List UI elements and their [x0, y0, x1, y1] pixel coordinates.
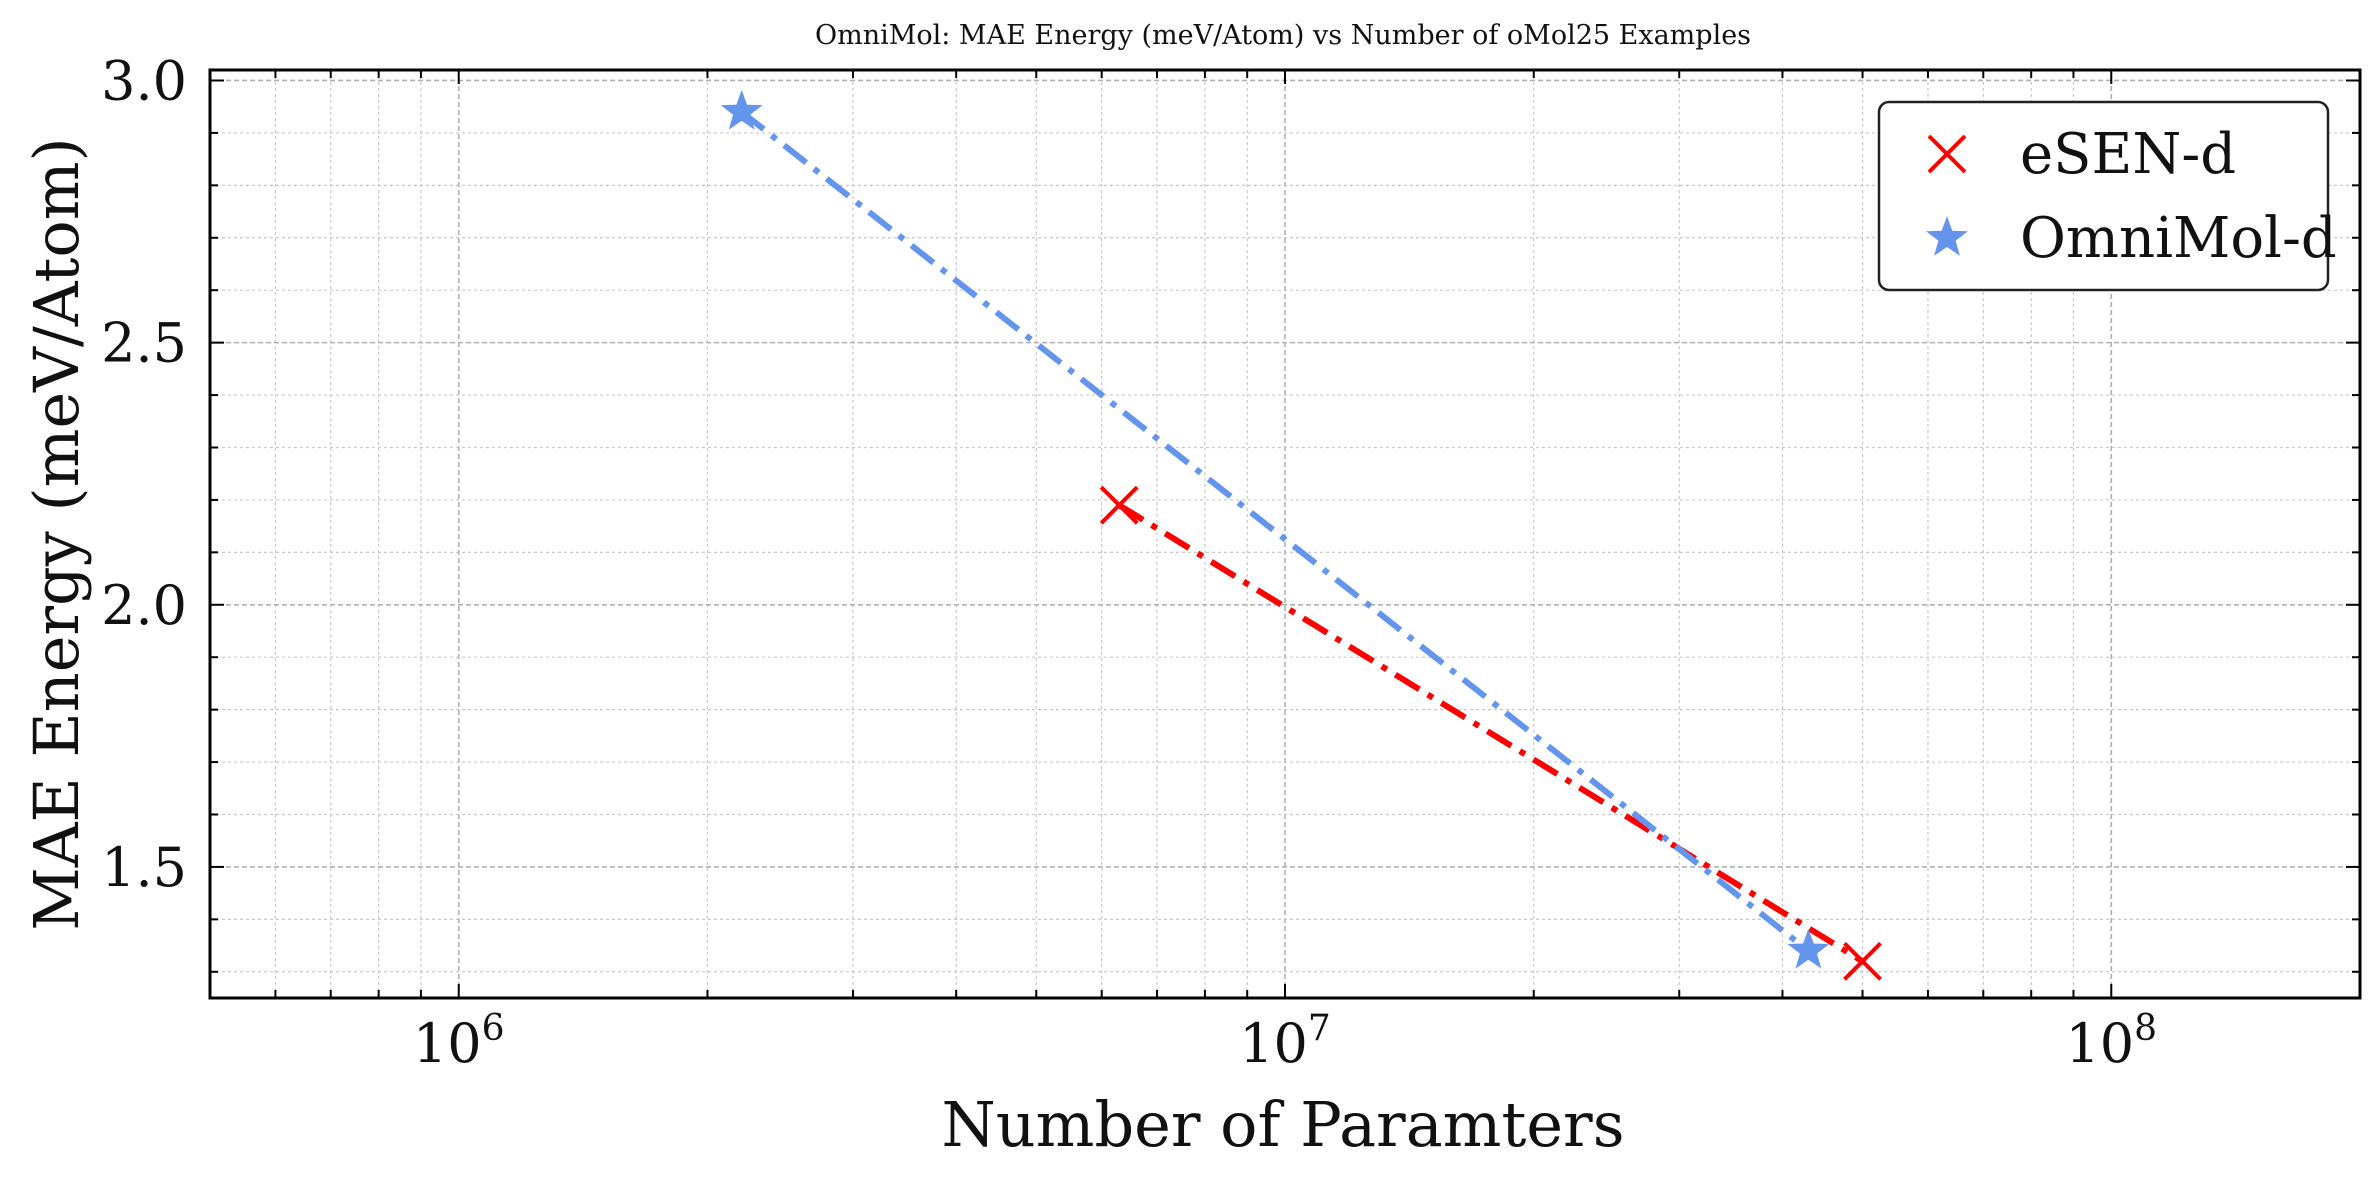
- data-point-omnimol-d: [720, 89, 763, 130]
- series-layer: [720, 89, 1882, 981]
- chart-title: OmniMol: MAE Energy (meV/Atom) vs Number…: [815, 20, 1751, 51]
- y-tick-label: 1.5: [101, 836, 187, 899]
- legend: eSEN-d OmniMol-d: [1877, 100, 2337, 292]
- marker-stroke: [1927, 134, 1967, 174]
- data-point-esen-d: [1099, 485, 1139, 525]
- legend-label-omnimol-d: OmniMol-d: [2020, 206, 2337, 271]
- data-point-omnimol-d: [1787, 928, 1830, 969]
- x-tick-label: 108: [2065, 1008, 2157, 1075]
- series-line-omnimol-d: [739, 109, 1811, 954]
- x-tick-label: 106: [413, 1008, 505, 1075]
- y-tick-label: 2.0: [101, 574, 187, 637]
- legend-item-omnimol-d: OmniMol-d: [1926, 206, 2337, 271]
- y-tick-label: 2.5: [101, 312, 187, 375]
- legend-label-esen-d: eSEN-d: [2020, 122, 2236, 187]
- legend-marker-omnimol-d: [1926, 216, 1968, 256]
- y-tick-label: 3.0: [101, 49, 187, 112]
- legend-marker-esen-d: [1927, 134, 1967, 174]
- data-point-esen-d: [1843, 941, 1882, 981]
- legend-box: [1877, 100, 2330, 292]
- series-esen-d: [1099, 485, 1882, 981]
- marker-stroke: [1099, 485, 1139, 525]
- x-axis-label: Number of Paramters: [941, 1088, 1624, 1161]
- plot-frame: [208, 68, 2362, 1000]
- x-tick-label: 107: [1239, 1008, 1331, 1075]
- series-omnimol-d: [720, 89, 1830, 969]
- legend-item-esen-d: eSEN-d: [1927, 122, 2236, 187]
- y-axis-label: MAE Energy (meV/Atom): [20, 137, 93, 930]
- marker-stroke: [1843, 941, 1882, 981]
- tick-labels: 106 107 108 1.5 2.0 2.5 3.0: [101, 49, 2157, 1075]
- series-line-esen-d: [1117, 502, 1865, 964]
